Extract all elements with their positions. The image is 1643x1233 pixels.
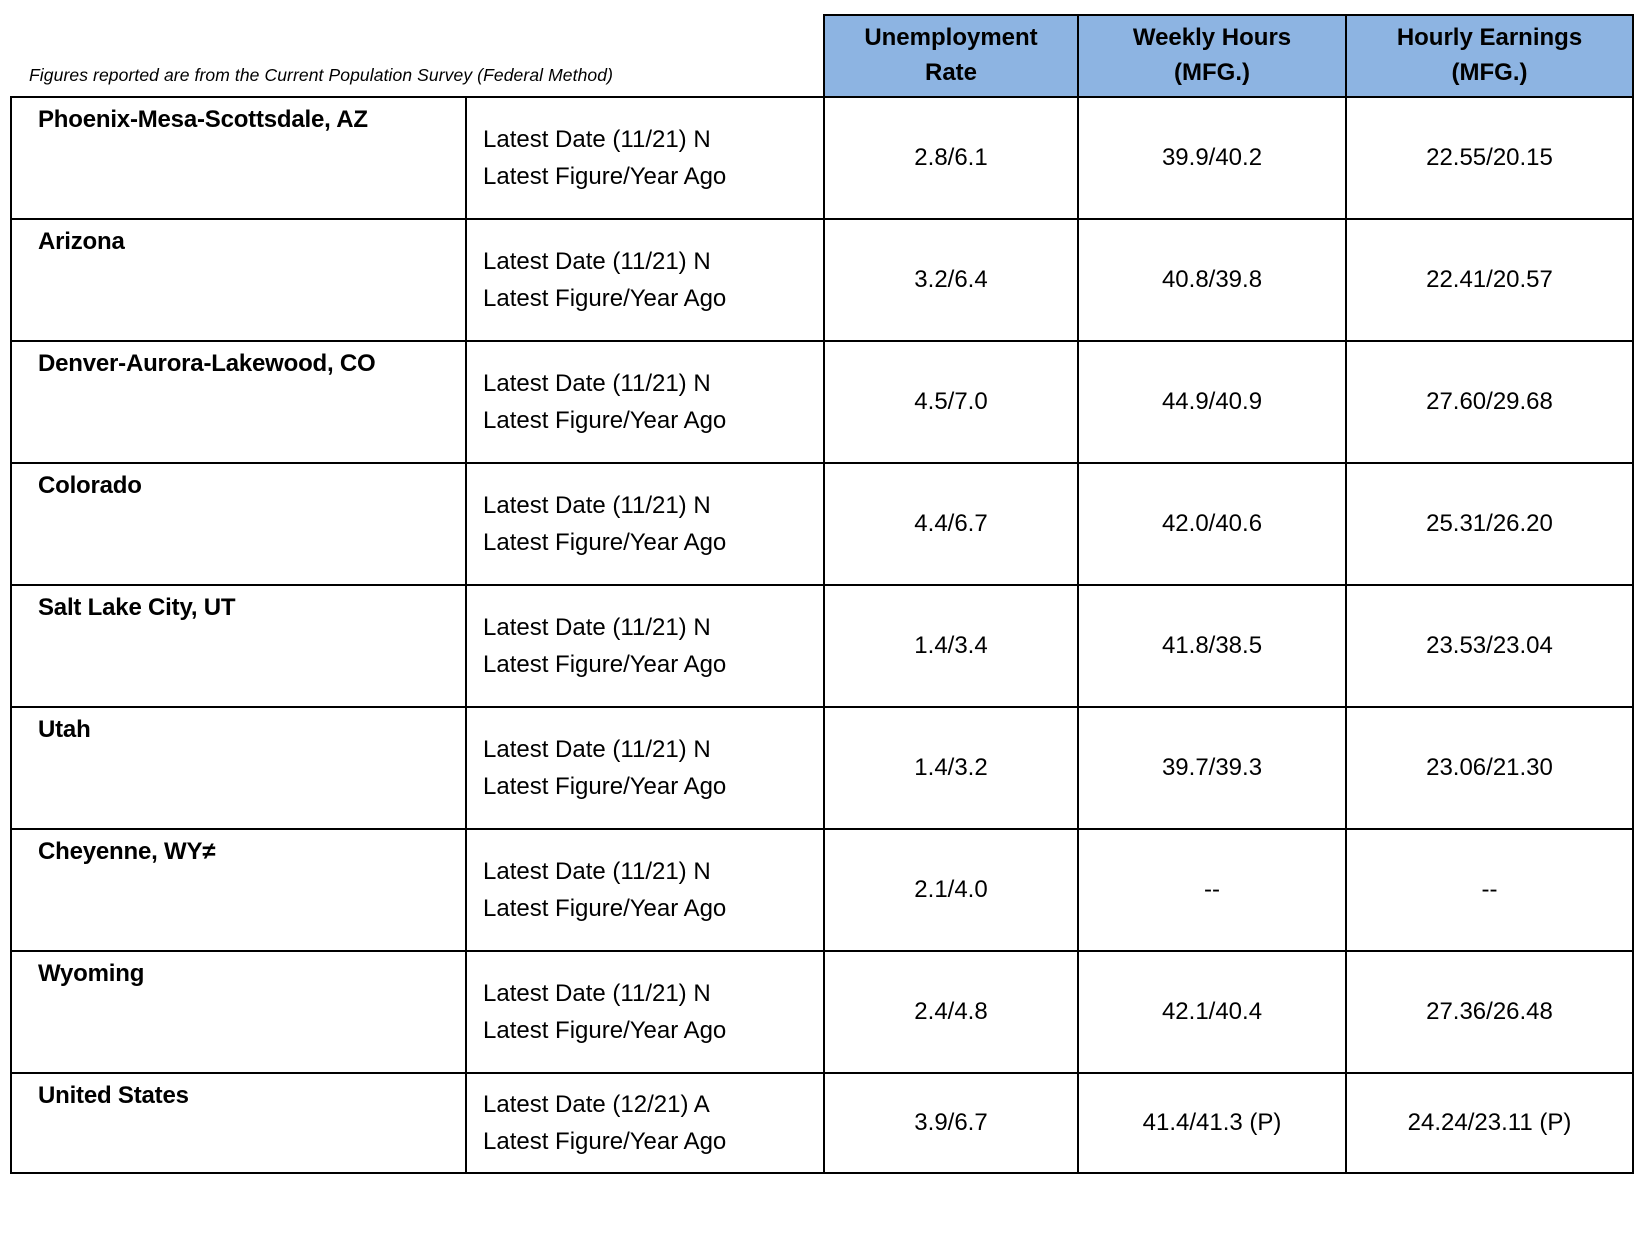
table-row-united-states: United States Latest Date (12/21) A Late…: [10, 1072, 1634, 1174]
weekly-hours-value: 44.9/40.9: [1077, 340, 1347, 464]
row-label: Latest Date (11/21) N Latest Figure/Year…: [465, 462, 825, 586]
column-header-weekly-hours: Weekly Hours (MFG.): [1077, 14, 1347, 98]
label-line-2: Latest Figure/Year Ago: [483, 651, 727, 678]
hourly-earnings-value: 24.24/23.11 (P): [1345, 1072, 1634, 1174]
table-row-wyoming: Wyoming Latest Date (11/21) N Latest Fig…: [10, 950, 1634, 1074]
column-header-hourly-earnings: Hourly Earnings (MFG.): [1345, 14, 1634, 98]
region-name: Arizona: [10, 218, 467, 342]
weekly-hours-value: 41.4/41.3 (P): [1077, 1072, 1347, 1174]
unemployment-rate-value: 4.5/7.0: [823, 340, 1079, 464]
label-line-1: Latest Date (11/21) N: [483, 613, 711, 641]
region-name: Denver-Aurora-Lakewood, CO: [10, 340, 467, 464]
region-name: Colorado: [10, 462, 467, 586]
label-line-2: Latest Figure/Year Ago: [483, 773, 727, 800]
hourly-earnings-value: 27.60/29.68: [1345, 340, 1634, 464]
label-line-1: Latest Date (11/21) N: [483, 491, 711, 519]
unemployment-rate-value: 3.9/6.7: [823, 1072, 1079, 1174]
label-line-1: Latest Date (11/21) N: [483, 857, 711, 885]
label-line-2: Latest Figure/Year Ago: [483, 1128, 727, 1155]
row-label: Latest Date (11/21) N Latest Figure/Year…: [465, 218, 825, 342]
table-header-row: Figures reported are from the Current Po…: [11, 14, 1634, 98]
label-line-2: Latest Figure/Year Ago: [483, 529, 727, 556]
labor-statistics-table: Figures reported are from the Current Po…: [10, 14, 1634, 1174]
region-name: United States: [10, 1072, 467, 1174]
hourly-earnings-value: 22.41/20.57: [1345, 218, 1634, 342]
table-row-utah: Utah Latest Date (11/21) N Latest Figure…: [10, 706, 1634, 830]
row-label: Latest Date (11/21) N Latest Figure/Year…: [465, 950, 825, 1074]
row-label: Latest Date (11/21) N Latest Figure/Year…: [465, 96, 825, 220]
row-label: Latest Date (11/21) N Latest Figure/Year…: [465, 706, 825, 830]
region-name: Phoenix-Mesa-Scottsdale, AZ: [10, 96, 467, 220]
row-label: Latest Date (11/21) N Latest Figure/Year…: [465, 340, 825, 464]
hourly-earnings-value: --: [1345, 828, 1634, 952]
unemployment-rate-value: 2.1/4.0: [823, 828, 1079, 952]
weekly-hours-value: 42.0/40.6: [1077, 462, 1347, 586]
weekly-hours-value: 42.1/40.4: [1077, 950, 1347, 1074]
hourly-earnings-value: 25.31/26.20: [1345, 462, 1634, 586]
label-line-1: Latest Date (11/21) N: [483, 369, 711, 397]
unemployment-rate-value: 1.4/3.4: [823, 584, 1079, 708]
table-caption: Figures reported are from the Current Po…: [29, 65, 613, 85]
column-header-unemployment-rate: Unemployment Rate: [823, 14, 1079, 98]
label-line-1: Latest Date (11/21) N: [483, 125, 711, 153]
table-row-cheyenne: Cheyenne, WY≠ Latest Date (11/21) N Late…: [10, 828, 1634, 952]
label-line-2: Latest Figure/Year Ago: [483, 285, 727, 312]
region-name: Salt Lake City, UT: [10, 584, 467, 708]
unemployment-rate-value: 4.4/6.7: [823, 462, 1079, 586]
label-line-2: Latest Figure/Year Ago: [483, 163, 727, 190]
table-row-arizona: Arizona Latest Date (11/21) N Latest Fig…: [10, 218, 1634, 342]
region-name: Utah: [10, 706, 467, 830]
unemployment-rate-value: 2.8/6.1: [823, 96, 1079, 220]
hourly-earnings-value: 23.06/21.30: [1345, 706, 1634, 830]
label-line-1: Latest Date (11/21) N: [483, 735, 711, 763]
table-row-denver: Denver-Aurora-Lakewood, CO Latest Date (…: [10, 340, 1634, 464]
row-label: Latest Date (11/21) N Latest Figure/Year…: [465, 828, 825, 952]
label-line-2: Latest Figure/Year Ago: [483, 895, 727, 922]
table-row-salt-lake-city: Salt Lake City, UT Latest Date (11/21) N…: [10, 584, 1634, 708]
unemployment-rate-value: 3.2/6.4: [823, 218, 1079, 342]
weekly-hours-value: 40.8/39.8: [1077, 218, 1347, 342]
weekly-hours-value: 39.7/39.3: [1077, 706, 1347, 830]
region-name: Cheyenne, WY≠: [10, 828, 467, 952]
row-label: Latest Date (11/21) N Latest Figure/Year…: [465, 584, 825, 708]
row-label: Latest Date (12/21) A Latest Figure/Year…: [465, 1072, 825, 1174]
weekly-hours-value: --: [1077, 828, 1347, 952]
region-name: Wyoming: [10, 950, 467, 1074]
label-line-1: Latest Date (12/21) A: [483, 1090, 710, 1118]
label-line-1: Latest Date (11/21) N: [483, 979, 711, 1007]
table-row-phoenix: Phoenix-Mesa-Scottsdale, AZ Latest Date …: [10, 96, 1634, 220]
hourly-earnings-value: 23.53/23.04: [1345, 584, 1634, 708]
unemployment-rate-value: 1.4/3.2: [823, 706, 1079, 830]
weekly-hours-value: 41.8/38.5: [1077, 584, 1347, 708]
label-line-1: Latest Date (11/21) N: [483, 247, 711, 275]
table-row-colorado: Colorado Latest Date (11/21) N Latest Fi…: [10, 462, 1634, 586]
weekly-hours-value: 39.9/40.2: [1077, 96, 1347, 220]
label-line-2: Latest Figure/Year Ago: [483, 1017, 727, 1044]
label-line-2: Latest Figure/Year Ago: [483, 407, 727, 434]
table-caption-cell: Figures reported are from the Current Po…: [11, 15, 824, 97]
hourly-earnings-value: 22.55/20.15: [1345, 96, 1634, 220]
unemployment-rate-value: 2.4/4.8: [823, 950, 1079, 1074]
hourly-earnings-value: 27.36/26.48: [1345, 950, 1634, 1074]
